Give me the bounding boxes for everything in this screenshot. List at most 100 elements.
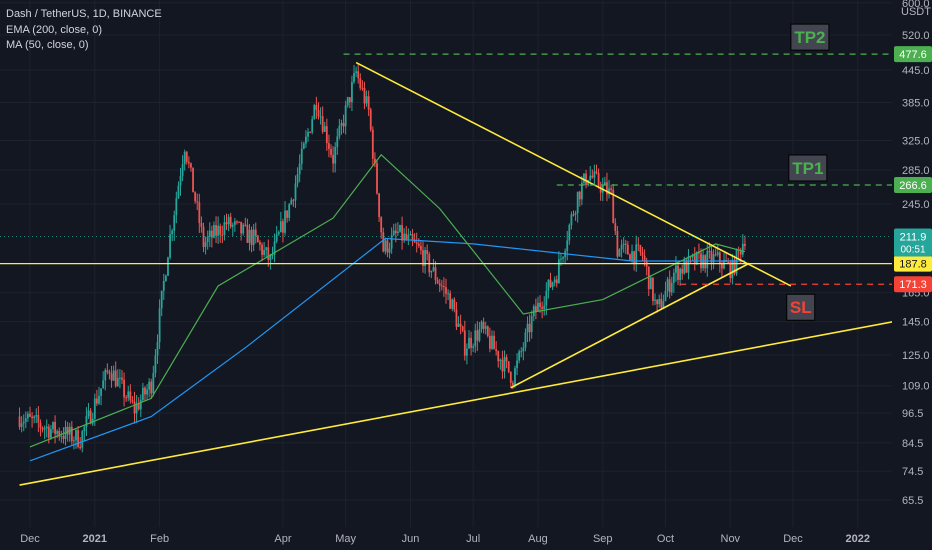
candle-body xyxy=(631,251,633,261)
candle-body xyxy=(290,199,293,205)
candle-body xyxy=(357,71,360,79)
candle-body xyxy=(501,359,504,372)
candle-body xyxy=(434,267,437,281)
ma-indicator-label[interactable]: MA (50, close, 0) xyxy=(6,39,89,51)
candle-body xyxy=(532,306,535,317)
candle-body xyxy=(461,326,464,331)
candle-body xyxy=(137,403,140,410)
candle-body xyxy=(675,265,677,273)
price-tick-label: 600.0 xyxy=(902,0,930,10)
candle-body xyxy=(62,436,65,439)
candle-body xyxy=(392,230,395,236)
candle-body xyxy=(167,257,169,276)
candle-body xyxy=(629,254,631,261)
price-badge-label: 266.6 xyxy=(899,180,927,192)
time-tick-label: Dec xyxy=(783,533,803,545)
lower-trendline[interactable] xyxy=(510,262,750,389)
price-axis-ticks: 600.0520.0445.0385.0325.0285.0245.0165.0… xyxy=(902,0,930,507)
candle-body xyxy=(58,431,61,437)
candle-body xyxy=(616,231,619,257)
candle-body xyxy=(639,245,642,253)
candle-body xyxy=(231,224,234,227)
candle-body xyxy=(248,229,251,243)
candle-body xyxy=(695,251,698,264)
price-badge-label: 187.8 xyxy=(899,259,927,271)
candle-body xyxy=(599,185,602,193)
candle-body xyxy=(348,97,351,103)
long-support-trendline[interactable] xyxy=(19,319,902,486)
candle-body xyxy=(447,293,449,295)
candle-body xyxy=(712,254,715,263)
candle-body xyxy=(359,78,362,88)
candle-body xyxy=(336,136,339,148)
candle-body xyxy=(472,346,475,348)
candle-body xyxy=(118,377,121,379)
candle-body xyxy=(282,221,284,233)
candle-body xyxy=(440,285,443,287)
tp1-label-box[interactable] xyxy=(788,154,828,182)
candle-body xyxy=(27,413,29,419)
candle-body xyxy=(662,301,665,308)
upper-trendline[interactable] xyxy=(355,61,792,287)
candle-body xyxy=(687,256,690,273)
candle-body xyxy=(597,172,600,186)
candle-body xyxy=(77,430,79,447)
candle-body xyxy=(321,116,324,132)
candle-body xyxy=(355,71,358,74)
candle-body xyxy=(520,351,523,353)
candle-body xyxy=(505,357,508,362)
candle-body xyxy=(727,261,730,263)
price-axis[interactable] xyxy=(892,0,932,550)
candle-body xyxy=(154,355,157,373)
candle-body xyxy=(177,185,180,199)
candle-body xyxy=(288,204,291,218)
candle-body xyxy=(514,368,516,386)
candle-body xyxy=(729,262,732,278)
candle-body xyxy=(455,309,458,327)
symbol-title[interactable]: Dash / TetherUS, 1D, BINANCE xyxy=(6,8,162,20)
candle-body xyxy=(580,182,583,200)
candle-body xyxy=(618,249,621,257)
candle-body xyxy=(432,267,435,271)
candle-body xyxy=(557,259,560,284)
candle-body xyxy=(315,105,318,110)
candle-body xyxy=(660,298,663,308)
tp1-label-text: TP1 xyxy=(792,159,823,178)
candle-body xyxy=(305,136,307,144)
candle-body xyxy=(37,415,40,423)
candle-body xyxy=(422,250,424,267)
candle-body xyxy=(317,109,320,117)
levels-layer: TP2 TP1 SL xyxy=(0,23,892,321)
candle-body xyxy=(261,244,263,255)
candle-body xyxy=(75,430,77,441)
candle-body xyxy=(56,431,59,434)
price-tick-label: 520.0 xyxy=(902,30,930,42)
candle-body xyxy=(250,229,253,245)
candle-body xyxy=(93,398,96,419)
candle-body xyxy=(503,357,506,372)
candle-body xyxy=(269,254,272,261)
candle-body xyxy=(353,73,355,82)
price-tick-label: 245.0 xyxy=(902,199,930,211)
ema-indicator-label[interactable]: EMA (200, close, 0) xyxy=(6,24,102,36)
candle-body xyxy=(593,171,596,178)
candle-body xyxy=(363,87,366,104)
price-tick-label: 445.0 xyxy=(902,65,930,77)
sl-label-text: SL xyxy=(790,298,812,317)
tp2-label-box[interactable] xyxy=(790,23,830,51)
candle-body xyxy=(60,436,63,438)
time-tick-label: Jun xyxy=(402,533,420,545)
time-tick-label: 2021 xyxy=(83,533,107,545)
candle-body xyxy=(537,302,539,312)
candle-body xyxy=(328,143,330,149)
candle-body xyxy=(417,243,420,246)
time-tick-label: Sep xyxy=(593,533,613,545)
sl-label-box[interactable] xyxy=(786,293,816,321)
candle-body xyxy=(528,323,531,333)
candle-body xyxy=(721,263,723,269)
candle-body xyxy=(524,332,527,348)
price-tick-label: 84.5 xyxy=(902,438,923,450)
candle-body xyxy=(585,173,587,186)
candle-body xyxy=(72,440,75,442)
